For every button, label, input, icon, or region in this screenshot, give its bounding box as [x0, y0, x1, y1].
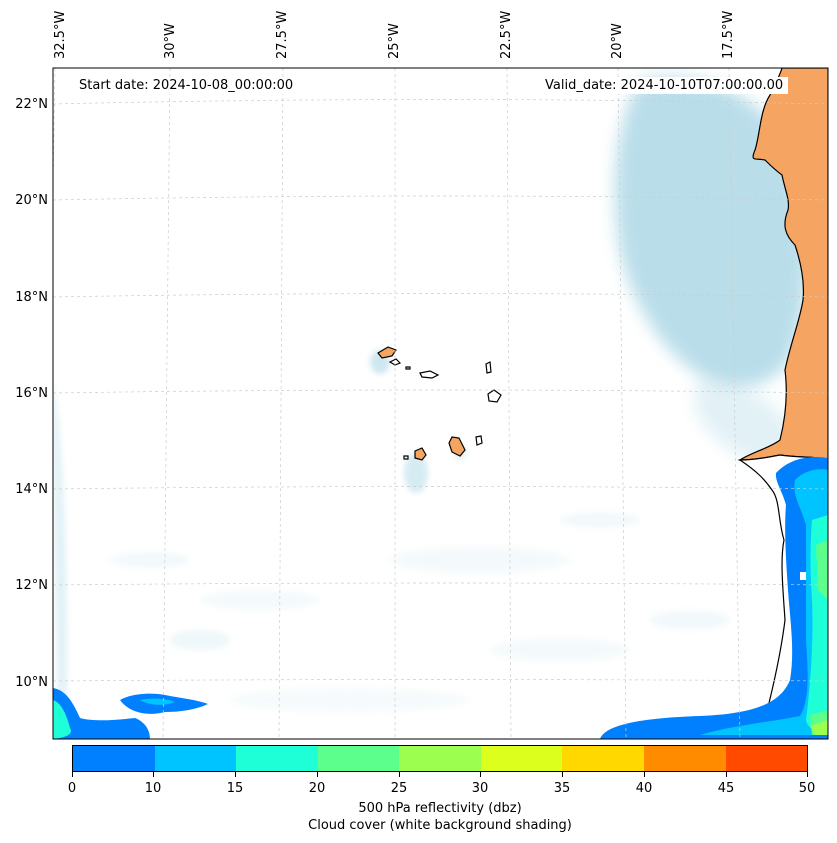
longitude-label: 25°W [387, 23, 402, 59]
start-date-label: Start date: 2024-10-08_00:00:00 [74, 77, 299, 94]
map-frame [52, 67, 829, 740]
colorbar-segment [236, 746, 318, 771]
latitude-label: 20°N [15, 193, 48, 208]
longitude-label: 30°W [163, 23, 178, 59]
valid-date-label: Valid_date: 2024-10-10T07:00:00.00 [540, 77, 789, 94]
colorbar-tick [72, 772, 73, 777]
colorbar [72, 745, 808, 772]
colorbar-tick-label: 20 [308, 781, 326, 796]
longitude-label: 20°W [610, 23, 625, 59]
latitude-label: 14°N [15, 482, 48, 497]
colorbar-tick-label: 50 [798, 781, 816, 796]
graticule [53, 68, 828, 739]
colorbar-segment [317, 746, 400, 771]
latitude-label: 18°N [15, 290, 48, 305]
colorbar-segment [73, 746, 155, 771]
colorbar-segment [154, 746, 237, 771]
colorbar-tick-label: 10 [144, 781, 162, 796]
colorbar-label: 500 hPa reflectivity (dbz) [358, 801, 522, 816]
latitude-label: 12°N [15, 578, 48, 593]
colorbar-tick-label: 0 [67, 781, 77, 796]
colorbar-segment [725, 746, 808, 771]
colorbar-segment [399, 746, 481, 771]
colorbar-tick-label: 25 [390, 781, 408, 796]
cape-verde-islands [377, 346, 502, 461]
longitude-label: 27.5°W [275, 10, 290, 59]
colorbar-tick [562, 772, 563, 777]
latitude-label: 22°N [15, 97, 48, 112]
colorbar-tick [726, 772, 727, 777]
colorbar-tick [235, 772, 236, 777]
colorbar-tick-label: 40 [635, 781, 653, 796]
colorbar-tick [807, 772, 808, 777]
colorbar-tick [317, 772, 318, 777]
colorbar-tick [153, 772, 154, 777]
longitude-label: 32.5°W [53, 10, 68, 59]
colorbar-tick [399, 772, 400, 777]
longitude-label: 22.5°W [499, 10, 514, 59]
colorbar-tick-label: 45 [717, 781, 735, 796]
colorbar-sublabel: Cloud cover (white background shading) [308, 818, 572, 833]
colorbar-segment [480, 746, 563, 771]
longitude-label: 17.5°W [721, 10, 736, 59]
colorbar-tick-label: 15 [226, 781, 244, 796]
colorbar-segment [562, 746, 644, 771]
colorbar-tick [644, 772, 645, 777]
latitude-label: 10°N [15, 675, 48, 690]
colorbar-tick-label: 30 [471, 781, 489, 796]
colorbar-segment [643, 746, 726, 771]
reflectivity-contours [53, 456, 828, 739]
latitude-label: 16°N [15, 386, 48, 401]
colorbar-tick [480, 772, 481, 777]
colorbar-tick-label: 35 [553, 781, 571, 796]
